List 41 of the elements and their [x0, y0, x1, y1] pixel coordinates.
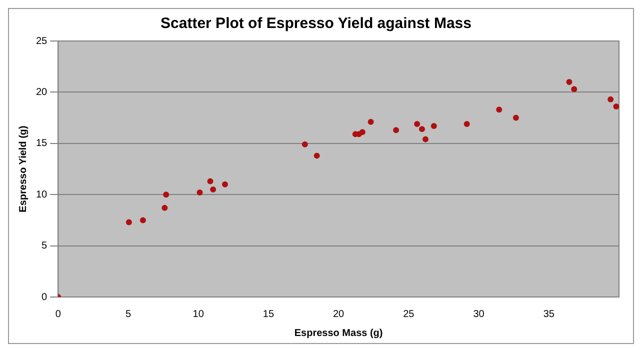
x-tick-label: 5 [125, 308, 132, 320]
point [608, 96, 614, 102]
point [314, 152, 320, 159]
y-axis-title: Espresso Yield (g) [18, 126, 29, 212]
chart-title: Scatter Plot of Espresso Yield against Mass [160, 15, 472, 32]
point [302, 141, 308, 148]
point [196, 190, 203, 196]
x-tick-label: 10 [192, 308, 204, 320]
point [162, 204, 168, 211]
y-tick-label: 5 [42, 240, 48, 252]
y-tick-label: 25 [36, 36, 48, 47]
point [140, 217, 146, 224]
point [163, 192, 170, 198]
point [422, 136, 428, 142]
point [418, 126, 425, 132]
x-tick-label: 0 [55, 308, 62, 320]
point [414, 120, 420, 127]
x-tick-label: 20 [333, 308, 345, 320]
point [126, 219, 132, 226]
point [566, 78, 572, 85]
point [496, 106, 502, 113]
y-tick-label: 15 [36, 138, 48, 150]
x-tick-label: 30 [473, 308, 485, 320]
x-tick-label: 25 [403, 308, 415, 320]
point [512, 114, 519, 121]
point [222, 181, 228, 188]
point [210, 186, 216, 192]
point [613, 104, 619, 110]
point [359, 129, 366, 136]
point [430, 122, 437, 129]
x-tick-label: 35 [543, 308, 555, 320]
y-tick-label: 10 [36, 189, 48, 200]
y-tick-label: 20 [36, 86, 48, 98]
x-axis-title: Espresso Mass (g) [294, 328, 383, 339]
point [393, 127, 400, 134]
point [464, 120, 470, 127]
point [368, 118, 374, 125]
point [571, 86, 578, 92]
point [207, 178, 214, 184]
x-tick-label: 15 [262, 308, 274, 320]
y-tick-label: 0 [42, 292, 48, 303]
